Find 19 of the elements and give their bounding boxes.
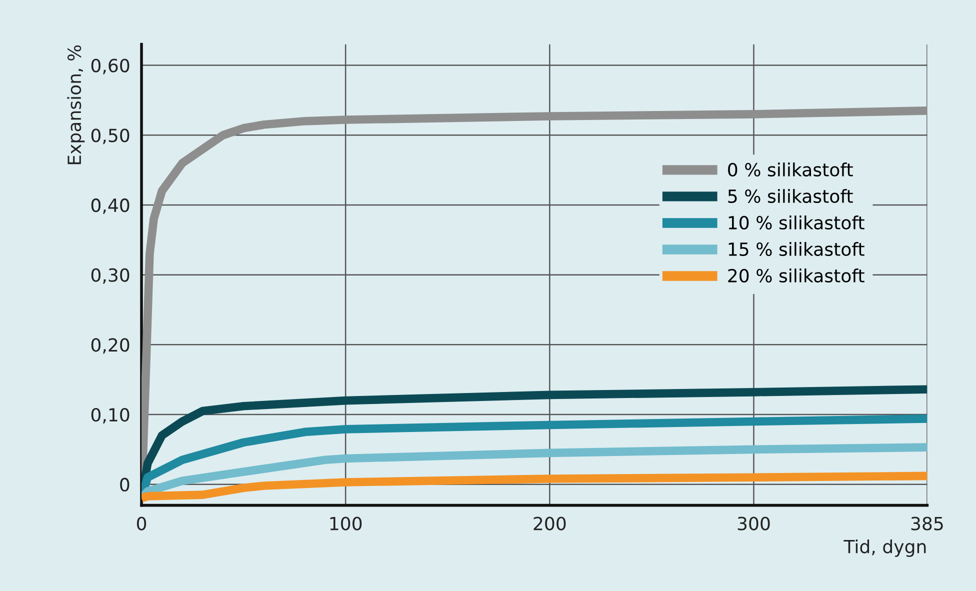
y-axis-title: Expansion, % — [67, 45, 85, 164]
x-axis-title: Tid, dygn — [844, 539, 926, 557]
y-tick-label: 0,20 — [91, 338, 130, 354]
legend-label: 5 % silikastoft — [728, 189, 853, 204]
y-tick-label: 0,60 — [91, 58, 130, 74]
x-tick-label: 100 — [330, 516, 362, 530]
x-tick-label: 385 — [911, 516, 943, 530]
y-tick-label: 0,40 — [91, 198, 130, 214]
legend-label: 15 % silikastoft — [728, 242, 864, 256]
legend-label: 20 % silikastoft — [728, 268, 864, 283]
x-tick-label: 300 — [738, 516, 770, 530]
legend-label: 0 % silikastoft — [728, 162, 853, 177]
x-tick-label: 0 — [136, 516, 146, 530]
y-tick-label: 0 — [120, 478, 130, 492]
y-tick-label: 0,10 — [91, 408, 130, 424]
y-tick-label: 0,30 — [91, 268, 130, 284]
x-tick-label: 200 — [534, 516, 566, 530]
legend-label: 10 % silikastoft — [728, 216, 864, 230]
y-tick-label: 0,50 — [91, 128, 130, 144]
